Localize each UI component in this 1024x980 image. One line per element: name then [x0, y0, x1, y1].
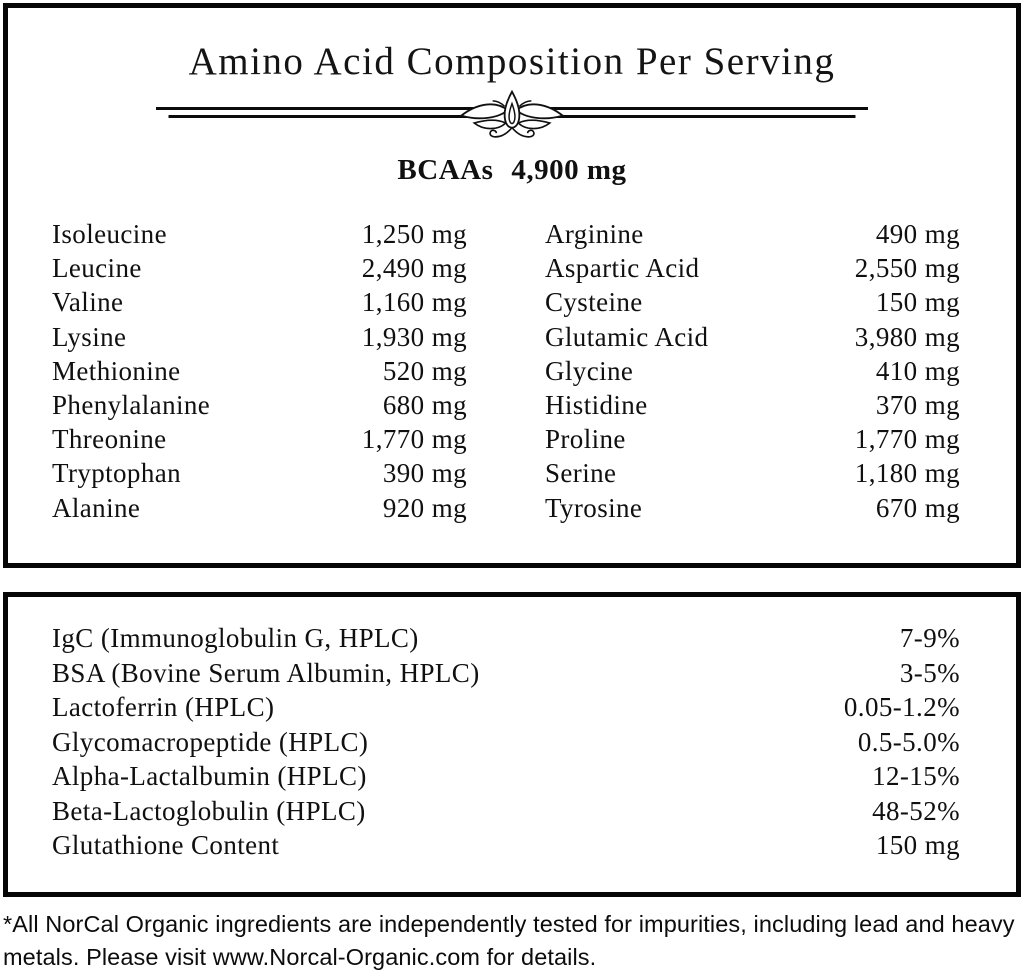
fraction-name: Beta-Lactoglobulin (HPLC) — [52, 795, 366, 826]
amino-name: Cysteine — [545, 287, 643, 318]
disclaimer-line-1: *All NorCal Organic ingredients are inde… — [3, 911, 1015, 937]
table-row: BSA (Bovine Serum Albumin, HPLC) 3-5% — [52, 656, 960, 691]
table-row: Cysteine 150 mg — [545, 285, 960, 319]
amino-name: Methionine — [52, 355, 181, 386]
table-row: Isoleucine 1,250 mg — [52, 217, 467, 251]
fraction-name: Glutathione Content — [52, 830, 280, 860]
bcaa-value: 4,900 mg — [511, 154, 627, 186]
table-row: Valine 1,160 mg — [52, 285, 467, 319]
protein-fractions-panel: IgC (Immunoglobulin G, HPLC) 7-9% BSA (Bo… — [3, 592, 1021, 897]
fraction-name: BSA (Bovine Serum Albumin, HPLC) — [52, 657, 480, 688]
amino-amount: 3,980 mg — [854, 321, 960, 352]
amino-amount: 390 mg — [382, 458, 467, 489]
amino-name: Phenylalanine — [52, 390, 211, 421]
table-row: Methionine 520 mg — [52, 354, 467, 388]
amino-amount: 490 mg — [875, 219, 960, 249]
amino-name: Aspartic Acid — [545, 253, 700, 284]
fraction-amount: 0.05-1.2% — [843, 692, 960, 722]
amino-amount: 680 mg — [382, 390, 467, 421]
fraction-amount: 7-9% — [899, 623, 960, 653]
amino-amount: 1,770 mg — [361, 424, 467, 455]
amino-name: Lysine — [52, 321, 127, 352]
disclaimer-line-2: metals. Please visit www.Norcal-Organic.… — [3, 944, 597, 970]
fraction-amount: 0.5-5.0% — [857, 726, 960, 757]
panel-title: Amino Acid Composition Per Serving — [188, 40, 836, 83]
amino-amount: 2,550 mg — [854, 253, 960, 284]
table-row: Serine 1,180 mg — [545, 456, 960, 490]
fraction-name: IgC (Immunoglobulin G, HPLC) — [52, 623, 419, 653]
amino-name: Threonine — [52, 424, 167, 455]
amino-amount: 1,160 mg — [361, 287, 467, 318]
fraction-amount: 150 mg — [875, 830, 960, 860]
fraction-name: Lactoferrin (HPLC) — [52, 692, 275, 722]
amino-column-right: Arginine 490 mg Aspartic Acid 2,550 mg Cys… — [545, 217, 960, 525]
bcaa-label: BCAAs — [397, 154, 494, 186]
table-row: Proline 1,770 mg — [545, 422, 960, 456]
table-row: Glycine 410 mg — [545, 354, 960, 388]
amino-column-left: Isoleucine 1,250 mg Leucine 2,490 mg Valin… — [52, 217, 467, 525]
amino-name: Glycine — [545, 355, 634, 386]
amino-name: Tryptophan — [52, 458, 182, 489]
amino-name: Glutamic Acid — [545, 321, 709, 352]
amino-name: Isoleucine — [52, 219, 167, 249]
fraction-name: Alpha-Lactalbumin (HPLC) — [52, 761, 367, 791]
amino-name: Tyrosine — [545, 492, 643, 523]
amino-acid-table: Isoleucine 1,250 mg Leucine 2,490 mg Valin… — [52, 217, 960, 525]
amino-amount: 520 mg — [382, 355, 467, 386]
table-row: Lysine 1,930 mg — [52, 320, 467, 354]
amino-name: Valine — [52, 287, 124, 318]
amino-amount: 2,490 mg — [361, 253, 467, 284]
table-row: Phenylalanine 680 mg — [52, 388, 467, 422]
amino-name: Proline — [545, 424, 626, 455]
bcaa-total: BCAAs 4,900 mg — [8, 152, 1016, 188]
table-row: Lactoferrin (HPLC) 0.05-1.2% — [52, 690, 960, 725]
table-row: IgC (Immunoglobulin G, HPLC) 7-9% — [52, 621, 960, 656]
amino-amount: 670 mg — [875, 492, 960, 523]
table-row: Aspartic Acid 2,550 mg — [545, 251, 960, 285]
amino-amount: 410 mg — [875, 355, 960, 386]
table-row: Tyrosine 670 mg — [545, 491, 960, 525]
amino-acid-panel: Amino Acid Composition Per Serving BCAAs… — [3, 3, 1021, 568]
amino-amount: 370 mg — [875, 390, 960, 421]
protein-fractions-table: IgC (Immunoglobulin G, HPLC) 7-9% BSA (Bo… — [52, 621, 960, 863]
amino-name: Serine — [545, 458, 617, 489]
amino-amount: 150 mg — [875, 287, 960, 318]
table-row: Threonine 1,770 mg — [52, 422, 467, 456]
table-row: Glutamic Acid 3,980 mg — [545, 320, 960, 354]
amino-name: Arginine — [545, 219, 644, 249]
amino-amount: 1,250 mg — [361, 219, 467, 249]
fraction-amount: 3-5% — [899, 657, 960, 688]
table-row: Alanine 920 mg — [52, 491, 467, 525]
testing-disclaimer: *All NorCal Organic ingredients are inde… — [3, 908, 1019, 974]
fraction-name: Glycomacropeptide (HPLC) — [52, 726, 369, 757]
amino-amount: 1,930 mg — [361, 321, 467, 352]
amino-name: Histidine — [545, 390, 648, 421]
table-row: Glycomacropeptide (HPLC) 0.5-5.0% — [52, 725, 960, 760]
amino-amount: 1,770 mg — [854, 424, 960, 455]
lotus-ornament-icon — [459, 89, 565, 138]
table-row: Glutathione Content 150 mg — [52, 828, 960, 863]
table-row: Alpha-Lactalbumin (HPLC) 12-15% — [52, 759, 960, 794]
amino-name: Leucine — [52, 253, 142, 284]
amino-amount: 1,180 mg — [854, 458, 960, 489]
amino-name: Alanine — [52, 492, 141, 523]
table-row: Tryptophan 390 mg — [52, 456, 467, 490]
table-row: Leucine 2,490 mg — [52, 251, 467, 285]
fraction-amount: 12-15% — [872, 761, 960, 791]
amino-amount: 920 mg — [382, 492, 467, 523]
fraction-amount: 48-52% — [872, 795, 960, 826]
table-row: Beta-Lactoglobulin (HPLC) 48-52% — [52, 794, 960, 829]
table-row: Histidine 370 mg — [545, 388, 960, 422]
table-row: Arginine 490 mg — [545, 217, 960, 251]
